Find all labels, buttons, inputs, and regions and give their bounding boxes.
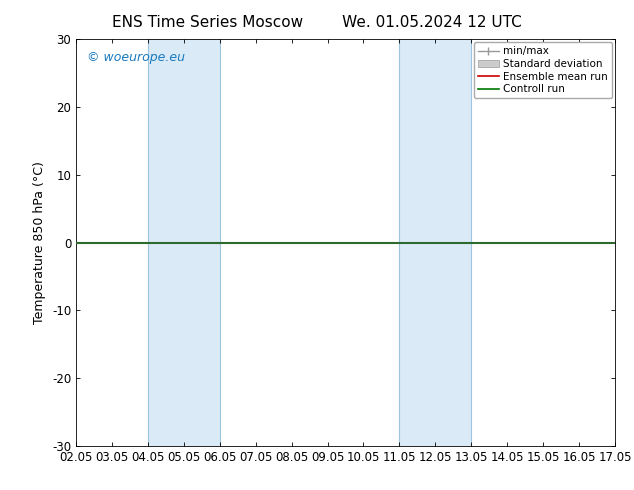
Y-axis label: Temperature 850 hPa (°C): Temperature 850 hPa (°C) <box>34 161 46 324</box>
Legend: min/max, Standard deviation, Ensemble mean run, Controll run: min/max, Standard deviation, Ensemble me… <box>474 42 612 98</box>
Text: © woeurope.eu: © woeurope.eu <box>87 51 185 64</box>
Bar <box>399 39 471 446</box>
Bar <box>148 39 220 446</box>
Text: ENS Time Series Moscow        We. 01.05.2024 12 UTC: ENS Time Series Moscow We. 01.05.2024 12… <box>112 15 522 30</box>
